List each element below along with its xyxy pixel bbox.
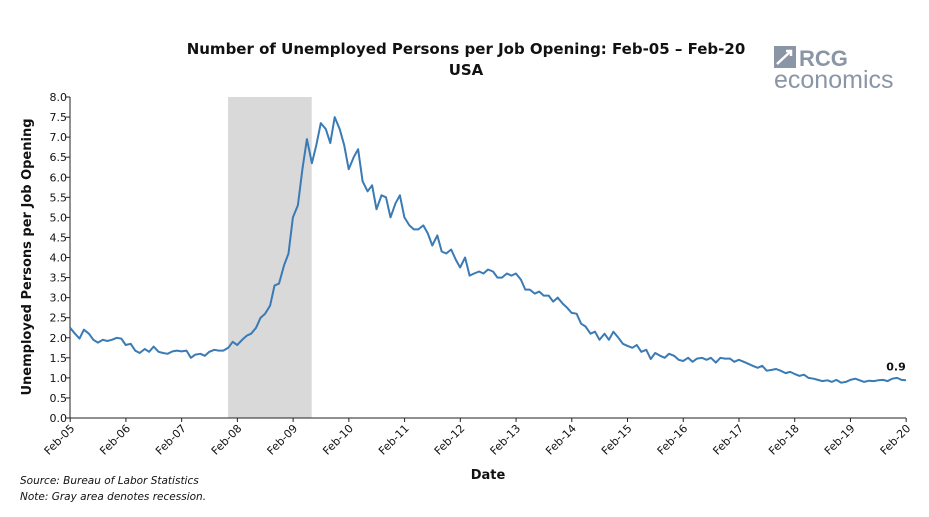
x-tick-label: Feb-20 <box>878 422 914 458</box>
logo-bottom-text: economics <box>774 66 894 94</box>
y-tick-label: 6.5 <box>50 151 68 164</box>
y-tick-label: 7.0 <box>50 131 68 144</box>
x-tick-label: Feb-18 <box>766 422 802 458</box>
x-tick-label: Feb-05 <box>42 422 78 458</box>
x-tick-label: Feb-19 <box>822 422 858 458</box>
chart-subtitle: USA <box>449 61 484 79</box>
y-tick-label: 3.5 <box>50 272 68 285</box>
x-tick-label: Feb-09 <box>265 422 301 458</box>
y-tick-label: 2.5 <box>50 312 68 325</box>
y-tick-label: 2.0 <box>50 332 68 345</box>
y-axis-label: Unemployed Persons per Job Opening <box>20 118 35 395</box>
y-tick-label: 5.5 <box>50 191 68 204</box>
series-line-unemployed-per-opening <box>69 116 907 384</box>
x-tick-label: Feb-14 <box>543 422 579 458</box>
x-tick-label: Feb-11 <box>376 422 412 458</box>
y-tick-label: 1.5 <box>50 352 68 365</box>
x-tick-label: Feb-17 <box>710 422 746 458</box>
y-tick-label: 7.5 <box>50 111 68 124</box>
y-axis-ticks: 0.0 0.5 1.0 1.5 2.0 2.5 3.0 3.5 4.0 4.5 5.0 5.5 6.0 6… <box>50 91 70 425</box>
x-tick-label: Feb-07 <box>153 422 189 458</box>
x-tick-label: Feb-10 <box>320 422 356 458</box>
x-tick-label: Feb-13 <box>487 422 523 458</box>
source-note: Source: Bureau of Labor Statistics <box>20 475 199 487</box>
logo-top-text: RCG <box>799 46 848 71</box>
y-tick-label: 5.0 <box>50 211 68 224</box>
y-tick-label: 4.0 <box>50 252 68 265</box>
chart-title: Number of Unemployed Persons per Job Ope… <box>187 40 746 58</box>
y-tick-label: 0.0 <box>50 412 68 425</box>
x-tick-label: Feb-15 <box>599 422 635 458</box>
recession-band <box>228 97 312 418</box>
y-tick-label: 0.5 <box>50 392 68 405</box>
x-tick-label: Feb-16 <box>655 422 691 458</box>
end-value-label: 0.9 <box>886 360 906 373</box>
rcg-logo: RCG economics <box>774 44 914 94</box>
x-axis-label: Date <box>471 468 506 483</box>
x-axis-ticks: Feb-05 Feb-06 Feb-07 Feb-08 Feb-09 Feb-10 Feb-… <box>42 418 914 458</box>
y-tick-label: 8.0 <box>50 91 68 104</box>
y-tick-label: 4.5 <box>50 231 68 244</box>
x-tick-label: Feb-06 <box>97 422 133 458</box>
x-tick-label: Feb-12 <box>432 422 468 458</box>
y-tick-label: 1.0 <box>50 372 68 385</box>
x-tick-label: Feb-08 <box>209 422 245 458</box>
y-tick-label: 3.0 <box>50 292 68 305</box>
recession-note: Note: Gray area denotes recession. <box>20 491 207 503</box>
y-tick-label: 6.0 <box>50 171 68 184</box>
